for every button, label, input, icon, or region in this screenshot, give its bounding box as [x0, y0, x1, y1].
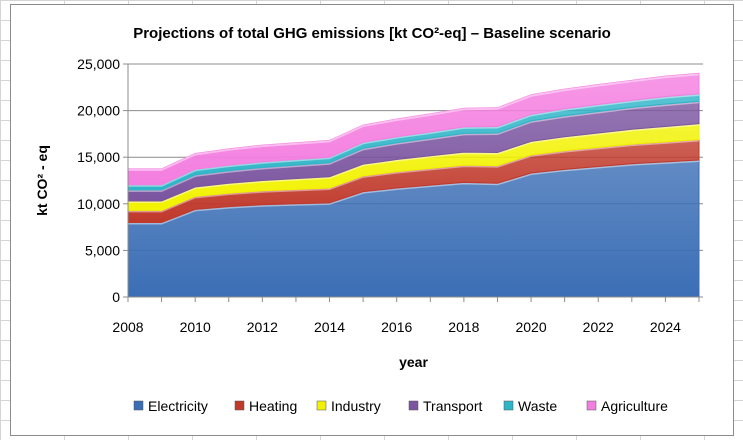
y-tick-label: 0	[112, 289, 120, 305]
x-tick-label: 2016	[381, 319, 412, 335]
y-axis-label: kt CO² - eq	[34, 145, 50, 216]
chart-frame: Projections of total GHG emissions [kt C…	[10, 4, 734, 436]
x-tick-label: 2018	[448, 319, 479, 335]
stacked-area-chart: Projections of total GHG emissions [kt C…	[34, 25, 703, 414]
x-tick-label: 2012	[247, 319, 278, 335]
x-axis-label: year	[399, 354, 428, 370]
y-tick-label: 25,000	[77, 56, 120, 72]
x-tick-label: 2010	[180, 319, 211, 335]
area-highlight-electricity	[128, 159, 700, 225]
y-tick-label: 5,000	[85, 242, 120, 258]
x-tick-label: 2022	[583, 319, 614, 335]
legend-swatch-transport	[408, 400, 419, 411]
area-highlight-industry	[128, 123, 700, 204]
area-highlight-transport	[128, 101, 700, 192]
area-highlight-waste	[128, 93, 700, 187]
x-tick-label: 2008	[112, 319, 143, 335]
legend-label-industry: Industry	[331, 398, 381, 414]
legend-label-agriculture: Agriculture	[601, 398, 668, 414]
legend-label-electricity: Electricity	[148, 398, 208, 414]
y-tick-label: 20,000	[77, 103, 120, 119]
legend-swatch-agriculture	[586, 400, 597, 411]
area-highlight-heating	[128, 139, 700, 213]
legend-label-heating: Heating	[249, 398, 297, 414]
chart-title: Projections of total GHG emissions [kt C…	[133, 25, 611, 42]
legend-swatch-industry	[316, 400, 327, 411]
area-agriculture	[127, 72, 700, 186]
y-tick-label: 10,000	[77, 196, 120, 212]
legend-swatch-waste	[503, 400, 514, 411]
x-tick-label: 2024	[650, 319, 681, 335]
x-tick-label: 2014	[314, 319, 345, 335]
legend-swatch-heating	[234, 400, 245, 411]
legend-label-waste: Waste	[518, 398, 557, 414]
x-tick-label: 2020	[515, 319, 546, 335]
area-highlight-agriculture	[128, 73, 700, 171]
y-tick-label: 15,000	[77, 149, 120, 165]
legend-swatch-electricity	[133, 400, 144, 411]
legend-label-transport: Transport	[423, 398, 483, 414]
